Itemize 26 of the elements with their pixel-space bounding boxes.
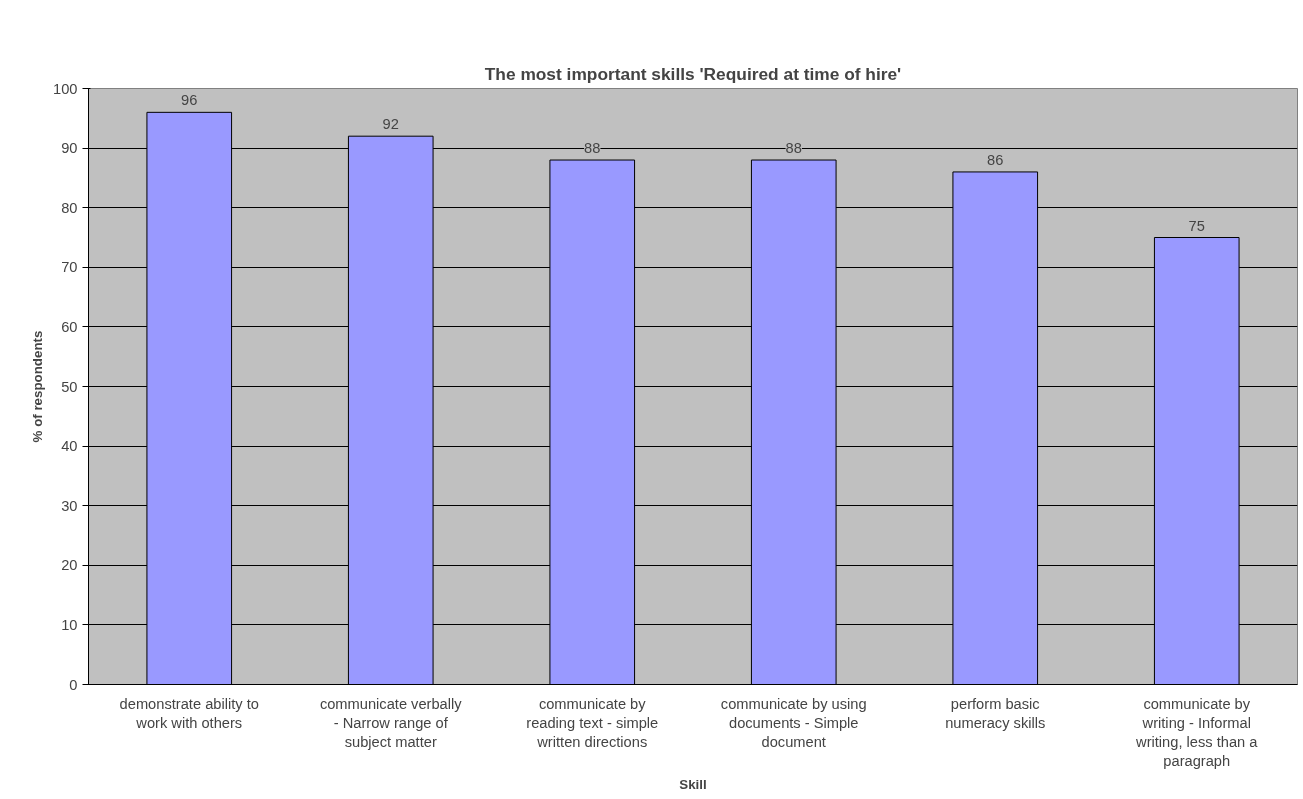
data-label: 88 xyxy=(584,140,601,157)
data-label: 92 xyxy=(382,116,399,133)
y-tick-label: 90 xyxy=(61,140,78,157)
y-tick-label: 0 xyxy=(69,676,78,693)
y-tick-label: 70 xyxy=(61,259,78,276)
x-axis-title: Skill xyxy=(679,777,707,793)
y-tick-label: 10 xyxy=(61,616,78,633)
chart-title: The most important skills 'Required at time of hire' xyxy=(484,63,902,84)
y-tick-label: 20 xyxy=(61,557,78,574)
y-tick-label: 80 xyxy=(61,199,78,216)
x-tick-label: communicate verbally - Narrow range of subject matter xyxy=(319,695,463,750)
y-tick-label: 60 xyxy=(61,318,78,335)
y-tick-label: 100 xyxy=(53,80,78,97)
x-tick-label: communicate by writing - Informal writing, less than a paragraph xyxy=(1135,695,1259,770)
x-tick-label: communicate by using documents - Simple document xyxy=(720,695,867,750)
y-tick-label: 50 xyxy=(61,378,78,395)
y-axis-title: % of respondents xyxy=(30,330,46,443)
x-tick-label: demonstrate ability to work with others xyxy=(119,695,259,731)
x-tick-label: perform basic numeracy skills xyxy=(945,695,1046,731)
data-label: 88 xyxy=(785,140,802,157)
data-label: 96 xyxy=(181,92,198,109)
data-label: 86 xyxy=(987,151,1004,168)
y-tick-label: 30 xyxy=(61,497,78,514)
x-tick-label: communicate by reading text - simple written directions xyxy=(526,695,659,750)
data-label: 75 xyxy=(1188,217,1205,234)
y-tick-label: 40 xyxy=(61,438,78,455)
